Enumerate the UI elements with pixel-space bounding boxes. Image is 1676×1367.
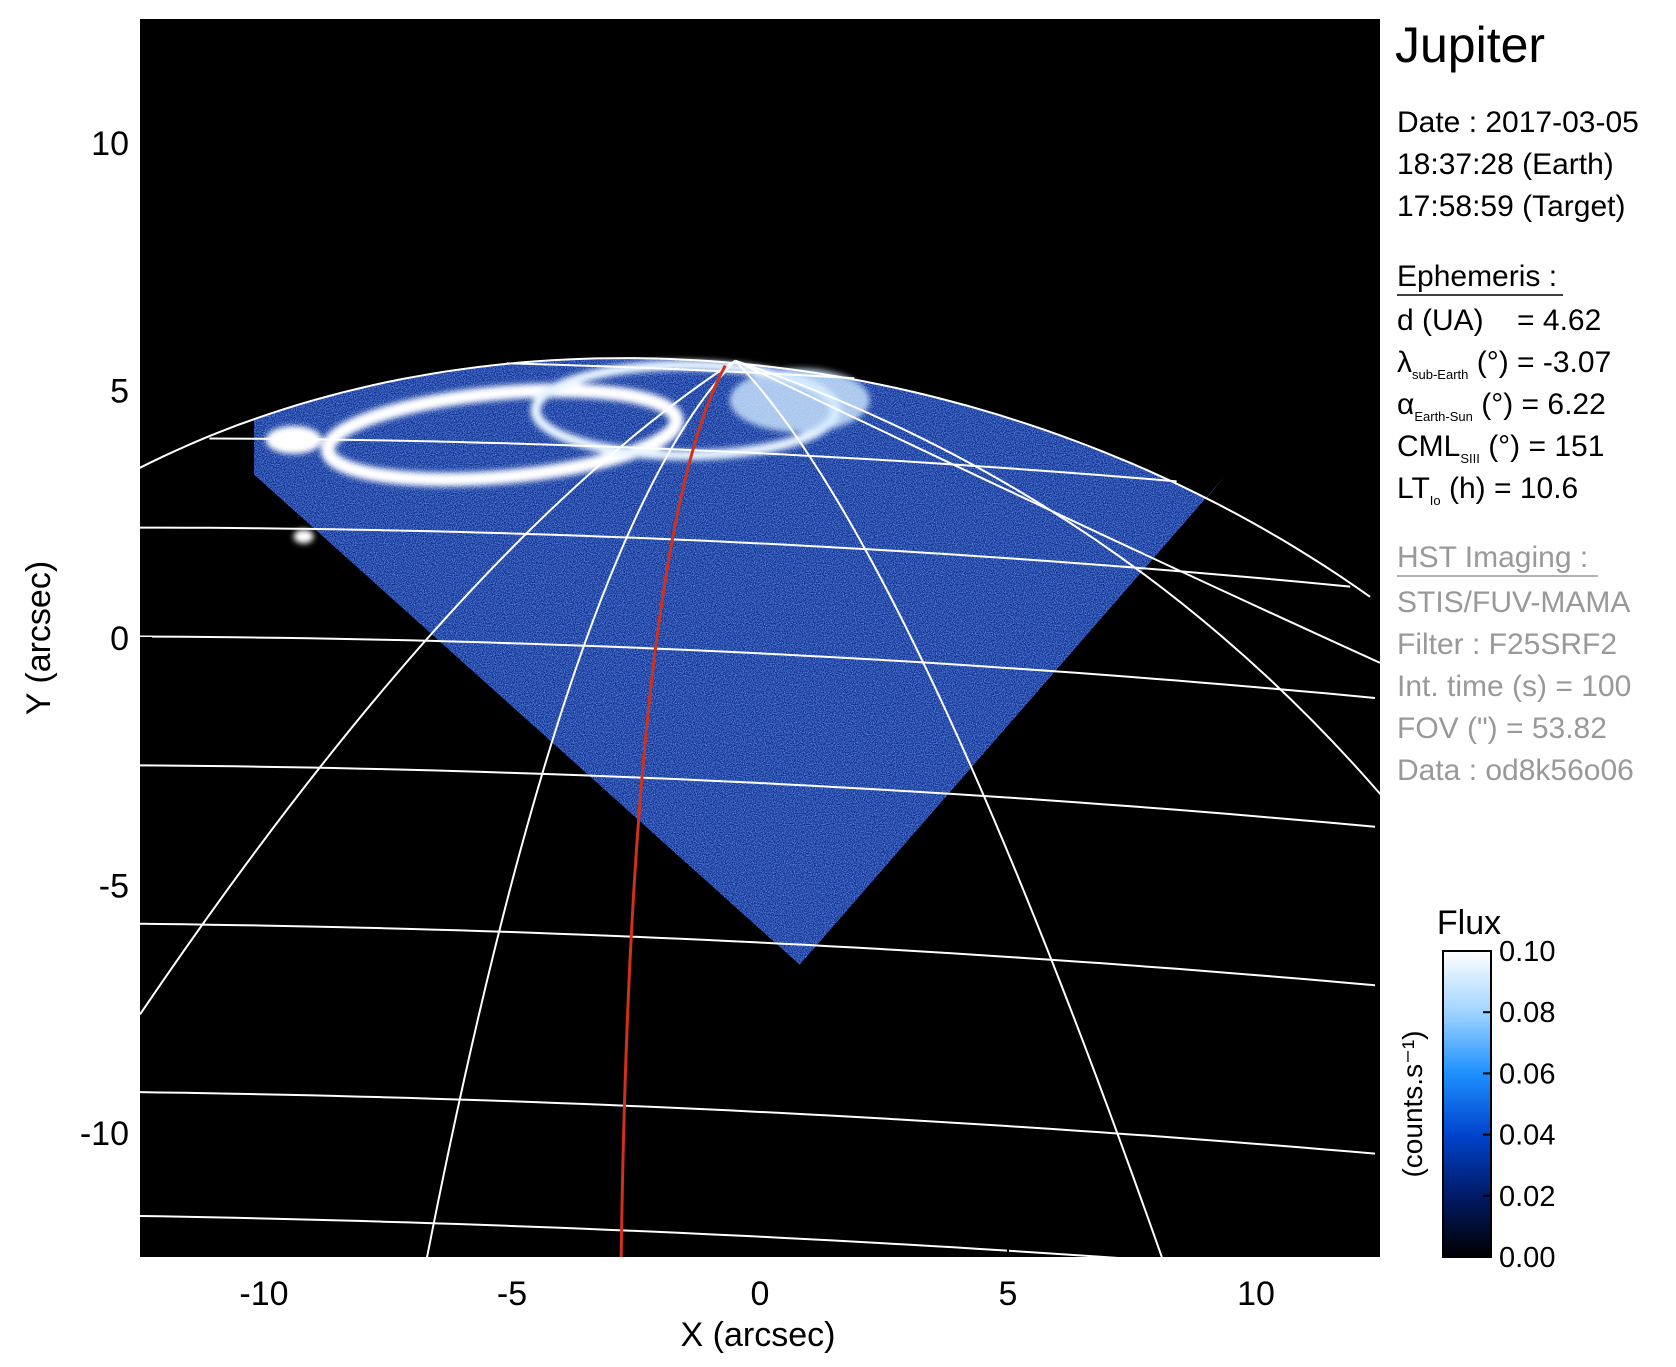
ephemeris-line: d (UA) = 4.62 <box>1397 304 1601 337</box>
colorbar-units: (counts.s⁻¹) <box>1397 1030 1428 1177</box>
aurora-oval <box>320 383 684 487</box>
limb <box>140 357 1371 598</box>
y-tick-label: 10 <box>91 125 129 163</box>
hst-line: Filter : F25SRF2 <box>1397 628 1617 661</box>
ephemeris-line: αEarth-Sun (°) = 6.22 <box>1397 388 1606 424</box>
x-tick-label: 10 <box>1237 1275 1275 1313</box>
plot-content <box>140 357 1380 1257</box>
info-panel: Date : 2017-03-05 18:37:28 (Earth) 17:58:5… <box>1397 106 1639 787</box>
x-tick-label: 0 <box>751 1275 770 1313</box>
date-line: Date : 2017-03-05 <box>1397 106 1639 139</box>
ephemeris-value: (°) = 151 <box>1480 430 1605 463</box>
longitude-line <box>734 360 1163 1257</box>
ephemeris-name: d (UA) <box>1397 304 1484 337</box>
ephemeris-line: LTIo (h) = 10.6 <box>1397 472 1578 508</box>
latitude-line <box>140 764 1376 828</box>
ephemeris-value: (°) = -3.07 <box>1468 346 1611 379</box>
ephemeris-subscript: Io <box>1430 493 1441 508</box>
ephemeris-subscript: Earth-Sun <box>1414 409 1473 424</box>
x-tick-label: -10 <box>239 1275 288 1313</box>
hst-line: FOV (") = 53.82 <box>1397 712 1607 745</box>
colorbar-tick-label: 0.00 <box>1499 1242 1555 1274</box>
reference-meridian <box>619 364 727 1257</box>
longitude-line <box>426 360 736 1257</box>
ephemeris-name: α <box>1397 388 1414 421</box>
latitude-line <box>140 635 1376 699</box>
colorbar-tick-label: 0.02 <box>1499 1181 1555 1213</box>
longitude-line <box>140 359 736 1015</box>
latitude-line <box>140 1091 1376 1155</box>
y-tick-label: 5 <box>110 372 129 410</box>
colorbar-tick-label: 0.10 <box>1499 936 1555 968</box>
latitude-line <box>506 362 855 380</box>
aurora <box>265 360 870 544</box>
ephemeris-line: CMLSIII (°) = 151 <box>1397 430 1604 466</box>
ephemeris-subscript: sub-Earth <box>1412 367 1468 382</box>
colorbar <box>1442 950 1492 1258</box>
x-tick-label: -5 <box>497 1275 527 1313</box>
y-tick-label: -5 <box>99 868 129 906</box>
colorbar-tick-label: 0.04 <box>1499 1120 1555 1152</box>
x-tick-label: 5 <box>999 1275 1018 1313</box>
ephemeris-value: = 4.62 <box>1484 304 1602 337</box>
date-line: 17:58:59 (Target) <box>1397 190 1625 223</box>
hst-line: Int. time (s) = 100 <box>1397 670 1631 703</box>
ephemeris-title: Ephemeris : <box>1397 260 1557 293</box>
ephemeris-value: (°) = 6.22 <box>1473 388 1606 421</box>
hst-title: HST Imaging : <box>1397 541 1588 574</box>
colorbar-tick-label: 0.06 <box>1499 1058 1555 1090</box>
ephemeris-name: LT <box>1397 472 1430 505</box>
ephemeris-name: CML <box>1397 430 1460 463</box>
x-axis-label: X (arcsec) <box>681 1316 836 1354</box>
longitude-line <box>734 359 1380 796</box>
colorbar-tick-label: 0.08 <box>1499 997 1555 1029</box>
y-tick-label: 0 <box>110 620 129 658</box>
ephemeris-value: (h) = 10.6 <box>1441 472 1579 505</box>
io-footprint <box>293 529 314 544</box>
target-name: Jupiter <box>1395 17 1545 73</box>
longitude-line <box>734 359 1380 664</box>
ephemeris-subscript: SIII <box>1460 451 1480 466</box>
ephemeris-name: λ <box>1397 346 1412 379</box>
ephemeris-line: λsub-Earth (°) = -3.07 <box>1397 346 1611 382</box>
observed-noise <box>254 358 1227 965</box>
date-line: 18:37:28 (Earth) <box>1397 148 1614 181</box>
colorbar-label: Flux <box>1437 904 1501 942</box>
latitude-line <box>140 1214 1119 1257</box>
latitude-line <box>140 922 1376 987</box>
aurora-polar-core <box>729 368 870 433</box>
hst-line: STIS/FUV-MAMA <box>1397 586 1630 619</box>
y-tick-label: -10 <box>80 1115 129 1153</box>
y-axis-label: Y (arcsec) <box>20 561 58 715</box>
axes: -10 -5 0 5 10 -10 -5 0 5 10 <box>80 125 1275 1313</box>
hst-line: Data : od8k56o06 <box>1397 754 1634 787</box>
latitude-line <box>140 526 1351 588</box>
